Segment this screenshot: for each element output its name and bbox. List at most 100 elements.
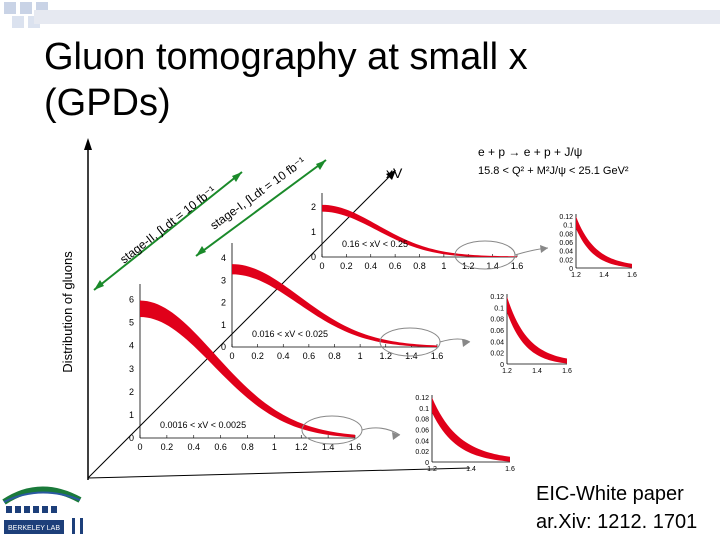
panel-1-y-tick: 2 [129,387,134,397]
stage-2-label: stage-II, ∫Ldt = 10 fb⁻¹ [117,183,218,266]
panel-1-x-tick: 0.2 [161,442,174,452]
stage-1-arrowhead-start [196,246,206,256]
chart-subtitle: 15.8 < Q² + M²J/ψ < 25.1 GeV² [478,165,629,177]
panel-3-callout-arrowhead [540,245,548,253]
inset-3-y-tick: 0.06 [559,240,573,247]
panel-1-y-tick: 4 [129,341,134,351]
citation-line-2: ar.Xiv: 1212. 1701 [536,511,698,533]
panel-2-x-tick: 1.2 [379,351,392,361]
stage-1-arrow [195,159,327,257]
citation: EIC-White paper ar.Xiv: 1212. 1701 [536,480,697,536]
panel-3-y-tick: 2 [311,202,316,212]
panel-2-x-tick: 1 [358,351,363,361]
inset-1-y-tick: 0 [425,460,429,467]
inset-3-band [576,216,632,268]
panel-3-y-tick: 0 [311,252,316,262]
panel-2-y-tick: 1 [221,320,226,330]
inset-3-x-tick: 1.4 [599,272,609,279]
inset-1-y-tick: 0.08 [415,417,429,424]
panel-1-x-tick: 0.4 [187,442,200,452]
main-x-axis [87,467,471,479]
panel-2-y-tick: 0 [221,342,226,352]
inset-1-y-tick: 0.12 [415,395,429,402]
inset-3-y-tick: 0 [569,266,573,273]
panel-1-x-tick: 1.4 [322,442,335,452]
inset-2-x-tick: 1.4 [532,368,542,375]
stage-2-arrowhead-end [232,172,242,182]
panel-3-x-tick: 0.8 [413,261,426,271]
panel-1-y-tick: 5 [129,318,134,328]
inset-1-x-tick: 1.4 [466,466,476,473]
inset-3-y-tick: 0.1 [563,223,573,230]
panel-2-callout-arrow [439,338,471,343]
stage-1-arrowhead-end [316,160,326,170]
xv-axis-label: xV [386,165,403,181]
panel-2-label: 0.016 < xV < 0.025 [252,329,328,339]
xv-axis [87,173,393,479]
panel-3-x-tick: 1 [441,261,446,271]
inset-1-x-tick: 1.6 [505,466,515,473]
panel-3-x-tick: 0.6 [389,261,402,271]
inset-1-y-tick: 0.04 [415,438,429,445]
panel-1-y-tick: 1 [129,410,134,420]
stage-2-arrow [93,171,243,291]
chart-title: e + p → e + p + J/ψ [478,145,582,159]
panel-1-y-tick: 0 [129,433,134,443]
panel-3-x-tick: 0.2 [340,261,353,271]
panel-2-x-tick: 1.6 [431,351,444,361]
panel-2-y-tick: 4 [221,253,226,263]
panel-3-x-tick: 1.2 [462,261,475,271]
panel-1-callout-arrowhead [392,432,400,440]
panel-1-x-tick: 1.6 [349,442,362,452]
gluon-tomography-figure: Distribution of gluonsbT (fm)xVe + p → e… [60,138,637,480]
panel-3-x-tick: 1.6 [511,261,524,271]
panel-1-y-tick: 6 [129,295,134,305]
panel-2-y-tick: 2 [221,298,226,308]
inset-2-y-tick: 0 [500,362,504,369]
inset-2-y-tick: 0.06 [490,328,504,335]
inset-3-y-tick: 0.02 [559,257,573,264]
inset-2-y-tick: 0.02 [490,351,504,358]
panel-2-x-tick: 0.4 [277,351,290,361]
inset-3-y-tick: 0.12 [559,214,573,221]
panel-1-callout-arrow [361,427,401,436]
inset-3-y-tick: 0.04 [559,249,573,256]
inset-2-band [507,296,567,364]
title-rule-decoration [34,10,720,24]
logo-text: BERKELEY LAB [8,525,60,532]
inset-1-y-tick: 0.1 [419,406,429,413]
inset-3-x-tick: 1.6 [627,272,637,279]
main-y-axis-arrowhead [84,138,92,150]
panel-2-x-tick: 0.2 [251,351,264,361]
inset-2-x-tick: 1.6 [562,368,572,375]
panel-1-x-tick: 0 [137,442,142,452]
slide-title: Gluon tomography at small x (GPDs) [44,34,684,126]
panel-2-callout-arrowhead [462,339,470,347]
panel-2-x-tick: 0.6 [303,351,316,361]
berkeley-lab-logo: BERKELEY LAB [2,486,83,534]
inset-2-y-tick: 0.04 [490,339,504,346]
stage-2-arrowhead-start [94,280,104,290]
panel-1-x-tick: 0.8 [241,442,254,452]
inset-1-x-tick: 1.2 [427,466,437,473]
panel-1-x-tick: 1 [272,442,277,452]
panel-1-x-tick: 0.6 [214,442,227,452]
inset-2-x-tick: 1.2 [502,368,512,375]
panel-3-x-tick: 1.4 [486,261,499,271]
inset-1-y-tick: 0.02 [415,449,429,456]
panel-3-label: 0.16 < xV < 0.25 [342,239,408,249]
y-axis-label: Distribution of gluons [60,251,75,373]
panel-1-label: 0.0016 < xV < 0.0025 [160,420,246,430]
panel-1-band [140,300,355,438]
inset-2-y-tick: 0.12 [490,294,504,301]
panel-3-x-tick: 0.4 [364,261,377,271]
xv-axis-arrowhead [386,170,396,180]
inset-2-y-tick: 0.08 [490,317,504,324]
title-line-2: (GPDs) [44,82,171,124]
panel-2-y-tick: 3 [221,275,226,285]
title-line-1: Gluon tomography at small x [44,36,528,78]
panel-1-y-tick: 3 [129,364,134,374]
panel-3-y-tick: 1 [311,227,316,237]
panel-1-x-tick: 1.2 [295,442,308,452]
panel-2-x-tick: 0 [229,351,234,361]
